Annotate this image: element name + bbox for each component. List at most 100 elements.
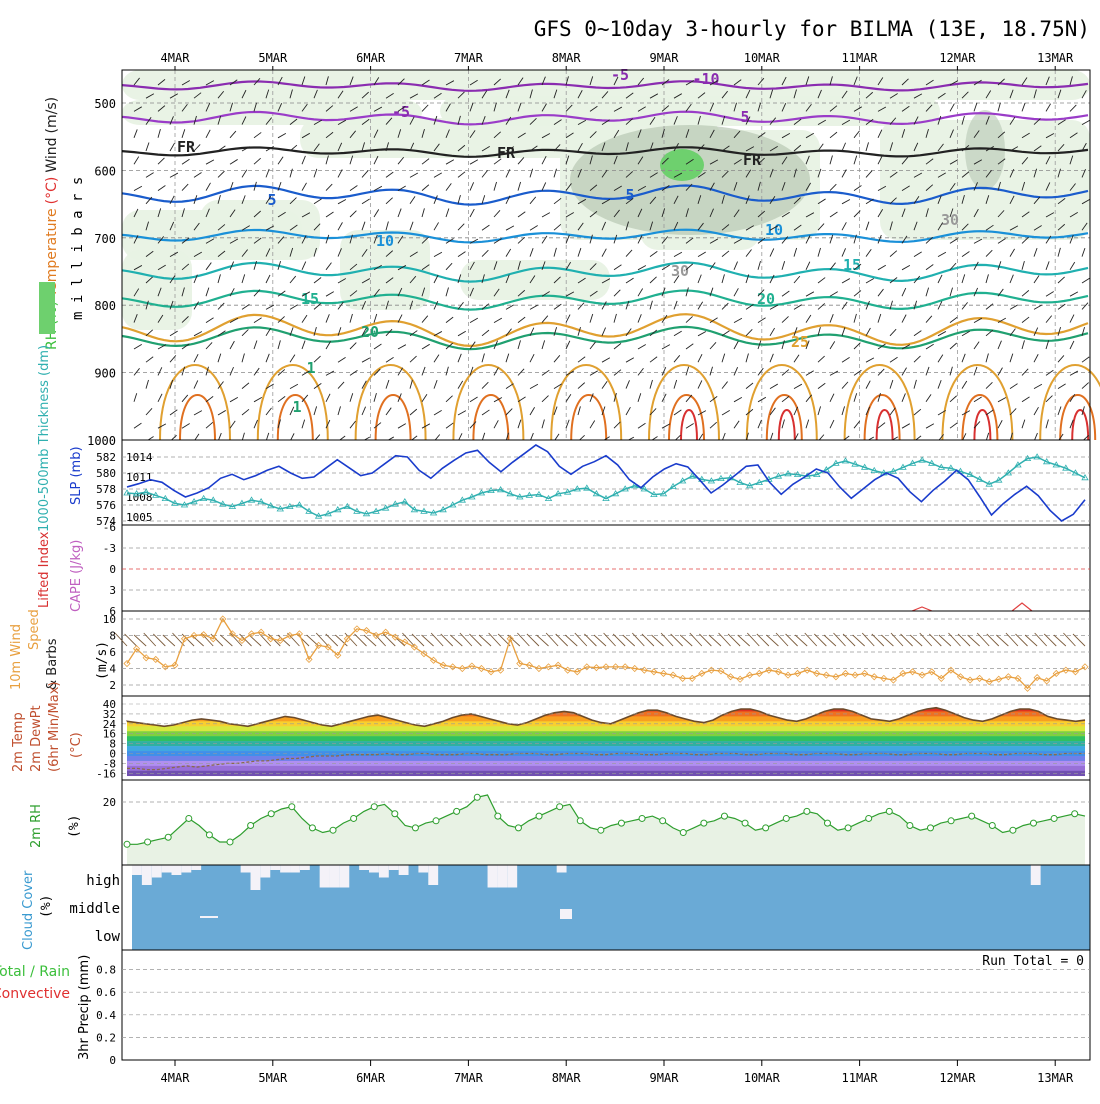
wind-barb — [841, 248, 846, 257]
wind-barb — [1021, 211, 1030, 218]
thickness-point — [353, 507, 361, 514]
wind-barb — [349, 420, 356, 429]
wind-barb — [841, 327, 846, 336]
wind-barb — [625, 142, 629, 152]
wind-barb — [445, 287, 449, 297]
wind-barb — [601, 91, 609, 99]
wind-speed-point — [899, 669, 907, 678]
contour-label: 15 — [301, 290, 319, 308]
wind-barb — [649, 172, 658, 178]
wind-barb — [601, 278, 611, 284]
wind-barb — [133, 288, 140, 297]
thickness-point — [314, 512, 323, 519]
wind-barb — [325, 370, 335, 376]
wind-barb — [385, 379, 390, 389]
wind-barb — [1009, 328, 1016, 337]
wind-barb — [1009, 169, 1015, 178]
wind-barb — [1021, 132, 1030, 139]
wind-barb — [553, 119, 562, 125]
wind-barb-10m — [612, 633, 626, 647]
wind-barb — [817, 327, 821, 336]
temp-color-band — [127, 755, 1085, 762]
wind-barb — [1009, 408, 1017, 416]
thickness-point — [793, 470, 802, 477]
thickness-point — [611, 490, 620, 497]
lifted-index-line — [1011, 602, 1033, 612]
wind-barb — [337, 406, 341, 416]
wind-barb — [529, 145, 538, 152]
contour-boundary-layer — [777, 409, 796, 441]
wind-barb-10m — [996, 634, 1009, 647]
thickness-point — [889, 467, 898, 474]
wind-barb — [313, 198, 322, 205]
contour-boundary-layer — [875, 409, 894, 441]
wind-barb — [385, 93, 394, 99]
wind-barb — [913, 330, 922, 337]
wind-barb — [937, 143, 944, 152]
wind-barb — [673, 354, 681, 363]
wind-barb — [529, 248, 534, 257]
wind-barb — [997, 78, 1005, 86]
wind-speed-point — [659, 669, 668, 678]
wind-barb — [757, 396, 767, 403]
wind-barb — [925, 129, 929, 138]
rh-point — [1009, 826, 1017, 834]
thickness-point — [755, 478, 763, 485]
wind-barb — [997, 420, 1003, 429]
rh-ylabel: 2m RH — [29, 804, 44, 848]
wind-speed-point — [238, 636, 246, 645]
wind-barb — [769, 274, 775, 284]
wind-barb — [541, 369, 550, 376]
wind-barb — [289, 304, 298, 310]
wind-barb — [733, 238, 743, 244]
wind-speed-point — [161, 663, 169, 671]
wind-barb — [889, 117, 897, 125]
wind-barb — [301, 155, 306, 165]
wind-barb — [829, 211, 838, 218]
y-tick-label: 0.4 — [96, 1009, 116, 1022]
wind-barb — [265, 383, 274, 389]
temp-color-band — [127, 736, 1085, 742]
wind-barb — [613, 155, 618, 165]
wind-barb — [541, 212, 551, 218]
wind-barb — [721, 274, 725, 284]
wind-barb — [361, 380, 367, 389]
wind-barb — [697, 353, 703, 363]
contour-boundary-layer — [668, 394, 705, 441]
wind-barb — [961, 380, 968, 389]
wind-speed-point — [947, 666, 955, 674]
wind-barb — [973, 261, 979, 271]
wind-barb — [493, 317, 503, 323]
wind-barb — [769, 168, 774, 178]
contour-5 — [121, 184, 1089, 206]
wind-barb — [925, 423, 935, 429]
wind-barb — [709, 317, 718, 323]
wind-barb — [793, 383, 803, 389]
wind-barb — [1069, 314, 1075, 323]
wind-barb — [457, 91, 465, 99]
wind-barb — [793, 247, 798, 257]
wind-barb — [1021, 290, 1030, 297]
wind-barb — [469, 238, 479, 244]
wind-barb — [757, 102, 762, 112]
wind-speed-point — [573, 668, 581, 676]
wind-barb — [529, 275, 536, 284]
thickness-point — [707, 477, 716, 484]
wind-barb — [961, 302, 968, 310]
cloud-high-bar — [507, 865, 518, 888]
wind-barb — [337, 381, 345, 389]
wind-barb — [325, 131, 334, 139]
wind-barb — [733, 396, 743, 403]
wind-barb — [409, 379, 413, 389]
wind-barb-10m — [727, 633, 741, 647]
wind-ylabel-part: 10m Wind — [9, 624, 24, 690]
wind-barb — [985, 90, 992, 99]
wind-barb — [601, 221, 607, 231]
wind-barb — [577, 222, 584, 231]
wind-barb — [169, 409, 178, 416]
wind-barb — [601, 380, 608, 389]
wind-speed-point — [726, 673, 735, 681]
wind-barb — [517, 102, 522, 112]
wind-speed-point — [295, 630, 304, 638]
